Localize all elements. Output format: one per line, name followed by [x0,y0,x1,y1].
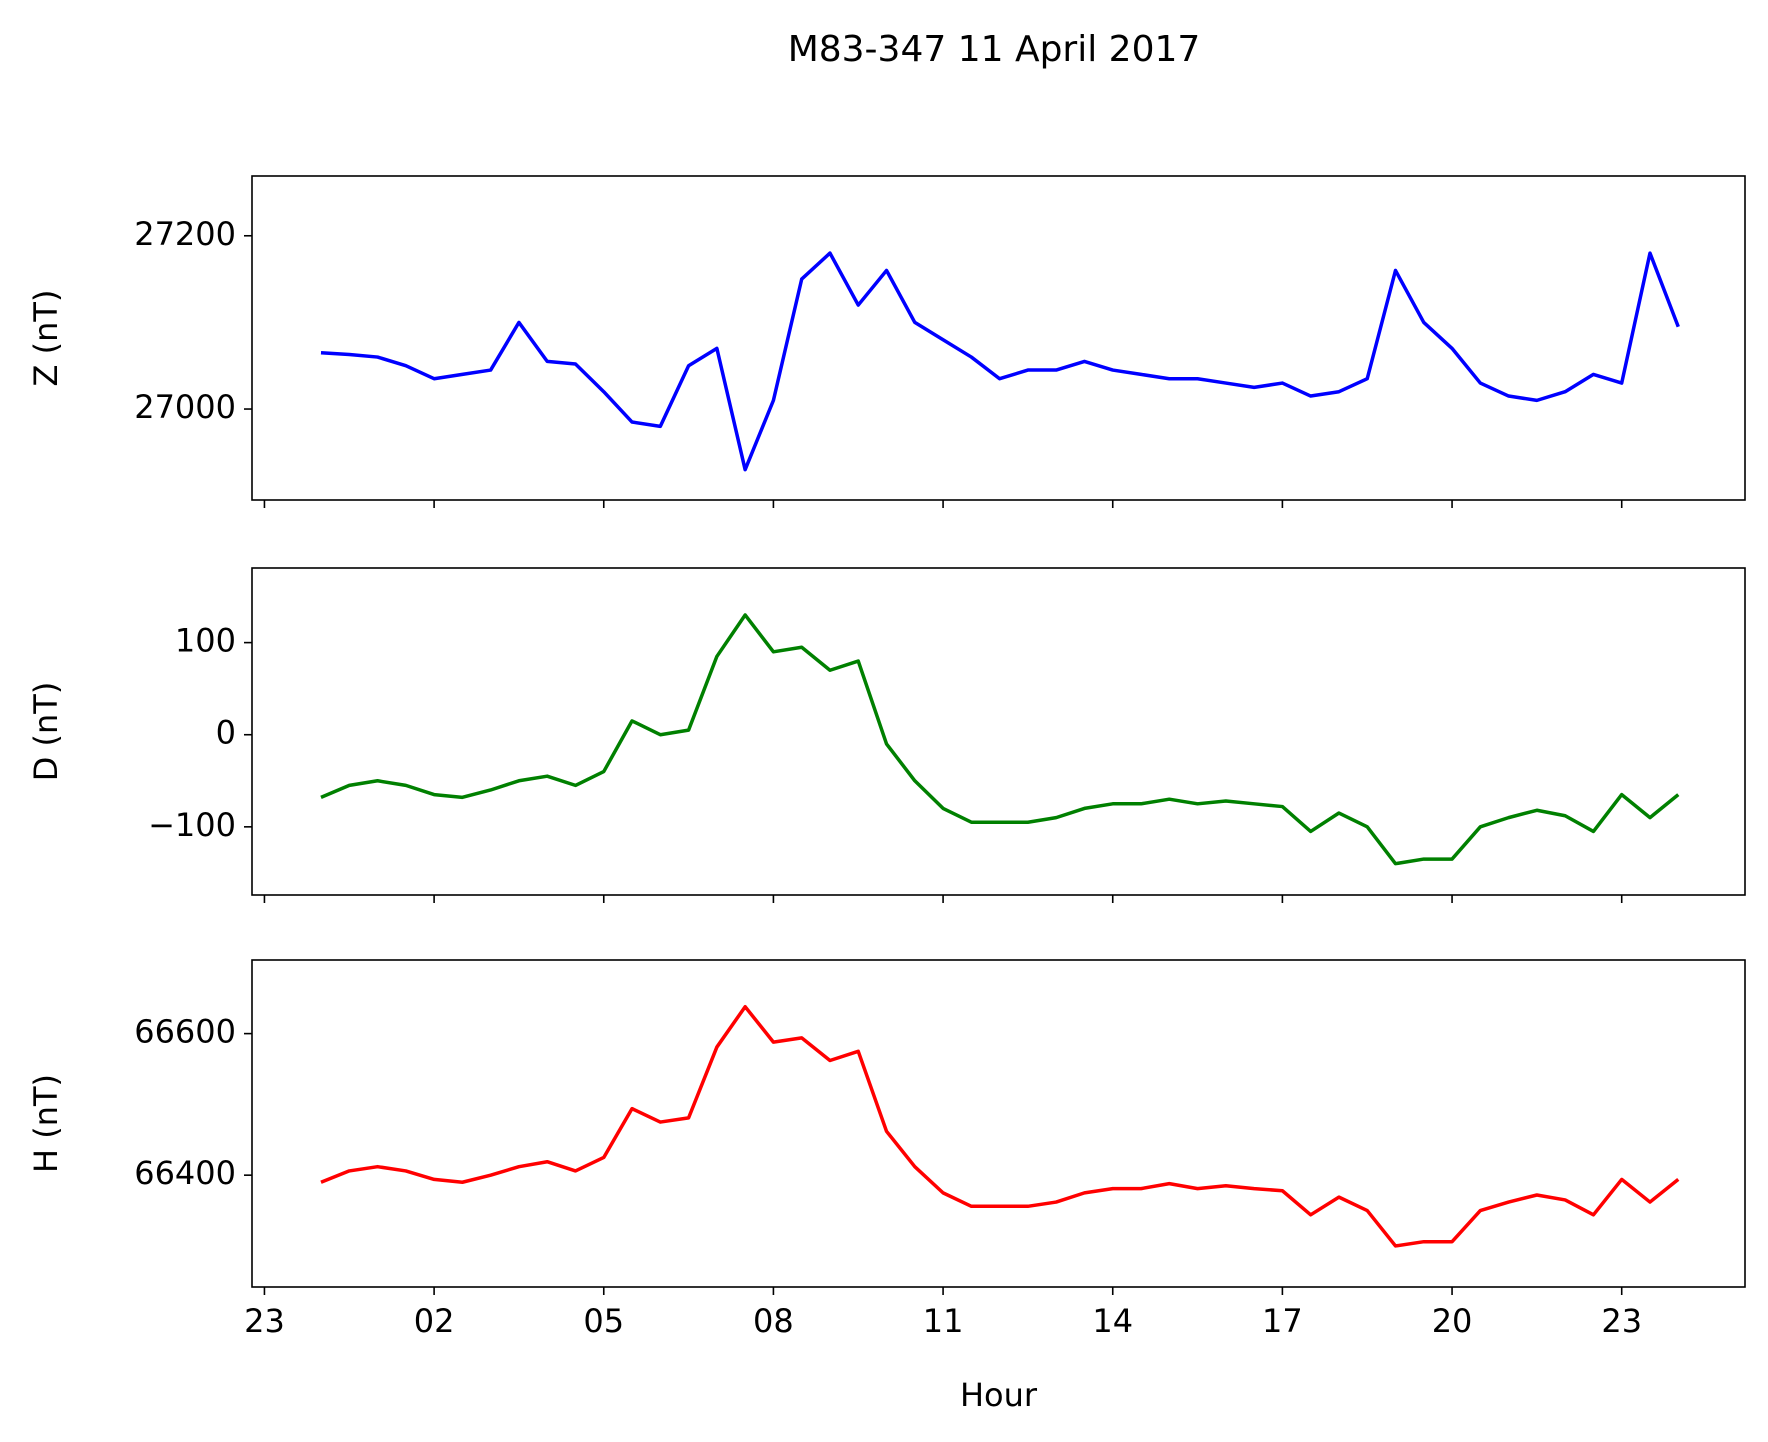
x-tick-label: 23 [1601,1302,1642,1340]
y-tick-label: 27000 [134,388,236,426]
y-tick-label: 66600 [134,1013,236,1051]
x-tick-label: 11 [923,1302,964,1340]
x-tick-label: 05 [583,1302,624,1340]
data-line [320,1004,1680,1248]
y-tick-label: 100 [175,622,236,660]
x-axis-label: Hour [960,1376,1038,1414]
y-tick-label: 27200 [134,215,236,253]
y-axis-label: H (nT) [27,1074,65,1173]
data-line [320,613,1680,866]
x-tick-label: 14 [1092,1302,1133,1340]
y-axis-label: Z (nT) [27,290,65,387]
axes-frame [251,959,1746,1288]
y-axis-label: D (nT) [27,682,65,782]
x-tick-label: 23 [244,1302,285,1340]
figure-title: M83-347 11 April 2017 [788,29,1201,70]
y-tick-label: −100 [148,806,236,844]
x-tick-label: 17 [1262,1302,1303,1340]
axes-frame [251,175,1746,501]
x-tick-label: 20 [1432,1302,1473,1340]
x-tick-label: 08 [753,1302,794,1340]
y-tick-label: 66400 [134,1154,236,1192]
data-line [320,251,1680,472]
axes-frame [251,567,1746,896]
x-tick-label: 02 [414,1302,455,1340]
y-tick-label: 0 [216,714,236,752]
